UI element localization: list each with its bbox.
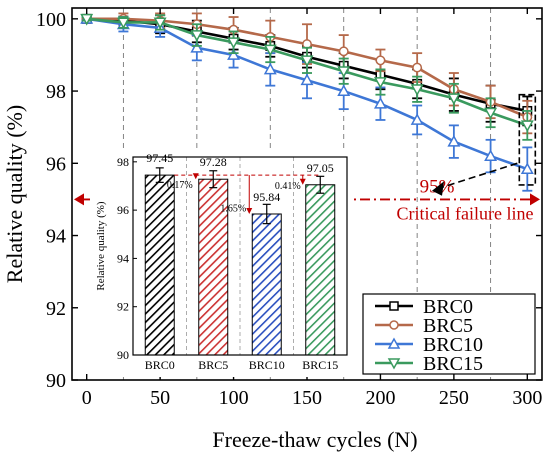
y-tick-label: 94 — [46, 226, 66, 248]
data-point — [338, 46, 349, 57]
inset-bar — [251, 213, 282, 356]
data-point — [80, 13, 94, 26]
inset-bar — [144, 174, 175, 356]
data-point — [484, 149, 498, 162]
x-tick-label: 0 — [82, 387, 92, 409]
data-point — [190, 30, 204, 42]
data-point — [337, 84, 351, 97]
data-point — [410, 113, 424, 125]
data-point — [116, 17, 130, 30]
inset-value-label: 97.45 — [146, 151, 173, 165]
inset-bar-group-brc10: 95.84 BRC10 — [249, 190, 285, 372]
inset-bar — [305, 184, 336, 356]
data-point — [227, 48, 241, 60]
inset-diff-arrow-head — [192, 173, 199, 180]
legend-marker — [387, 358, 401, 370]
legend-item-brc10: BRC10 — [375, 334, 483, 356]
y-axis-title: Relative quality (%) — [2, 105, 27, 283]
data-point — [484, 107, 498, 120]
inset-y-tick-label: 90 — [117, 348, 129, 362]
critical-line-arrow-right — [530, 193, 540, 206]
critical-line-arrow-left — [74, 193, 84, 206]
inset-y-axis-title: Relative quality (%) — [95, 201, 107, 291]
data-point — [410, 84, 424, 97]
inset-bar-group-brc5: 97.28 BRC5 — [198, 155, 228, 372]
inset-y-tick-label: 94 — [117, 251, 129, 265]
x-tick-label: 200 — [365, 387, 395, 409]
y-tick-label: 96 — [46, 153, 66, 175]
inset-category-label: BRC0 — [145, 358, 175, 372]
x-axis-title: Freeze-thaw cycles (N) — [212, 427, 417, 452]
inset-category-label: BRC5 — [198, 358, 228, 372]
inset-diff-arrow-head — [246, 207, 253, 214]
inset-value-label: 95.84 — [253, 190, 280, 204]
inset-value-label: 97.28 — [200, 155, 227, 169]
data-point — [263, 44, 277, 57]
legend-label: BRC5 — [423, 315, 473, 337]
data-point — [447, 134, 461, 147]
legend-marker — [387, 337, 401, 349]
data-point — [520, 162, 534, 175]
legend-marker — [389, 320, 399, 330]
data-point — [373, 77, 387, 89]
data-point — [190, 40, 204, 53]
leader-line — [437, 162, 518, 190]
x-tick-label: 250 — [439, 387, 469, 409]
critical-line-annotation: Critical failure line — [397, 203, 534, 223]
legend-item-brc0: BRC0 — [375, 296, 473, 318]
y-tick-label: 92 — [46, 298, 66, 320]
inset-category-label: BRC15 — [302, 358, 338, 372]
inset-y-tick-label: 92 — [117, 300, 129, 314]
legend-label: BRC10 — [423, 334, 483, 356]
data-point — [227, 37, 241, 50]
highlight-box — [518, 93, 537, 186]
legend-item-brc15: BRC15 — [375, 353, 483, 375]
x-tick-label: 100 — [219, 387, 249, 409]
data-point — [337, 66, 351, 78]
legend-item-brc5: BRC5 — [375, 315, 473, 337]
inset-diff-label: 0.17% — [167, 180, 193, 191]
data-point — [153, 17, 167, 30]
data-point — [375, 55, 386, 66]
data-point — [300, 55, 314, 68]
legend-label: BRC15 — [423, 353, 483, 375]
y-tick-label: 90 — [46, 370, 66, 392]
data-point — [520, 120, 534, 133]
inset-value-label: 97.05 — [307, 161, 334, 175]
y-tick-label: 100 — [36, 9, 66, 31]
inset-diff-arrow-head — [299, 178, 306, 185]
inset-y-tick-label: 98 — [117, 155, 129, 169]
legend-marker — [389, 301, 399, 311]
inset-diff-label: 1.65% — [220, 203, 246, 214]
data-point — [447, 93, 461, 106]
leader-arrow-head — [432, 181, 444, 196]
data-point — [412, 62, 423, 73]
inset-diff-label: 0.41% — [275, 181, 301, 192]
x-tick-label: 300 — [512, 387, 542, 409]
inset-frame — [132, 156, 348, 356]
x-tick-label: 150 — [292, 387, 322, 409]
y-tick-label: 98 — [46, 81, 66, 103]
x-tick-label: 50 — [150, 387, 170, 409]
inset-bar-group-brc15: 97.05 BRC15 — [302, 161, 338, 372]
data-point — [263, 62, 277, 75]
data-point — [373, 96, 387, 109]
inset-bar-group-brc0: 97.45 BRC0 — [145, 151, 175, 372]
inset-category-label: BRC10 — [249, 358, 285, 372]
inset-y-tick-label: 96 — [117, 203, 129, 217]
series-brc15 — [80, 13, 534, 141]
data-point — [300, 73, 314, 86]
legend-label: BRC0 — [423, 296, 473, 318]
